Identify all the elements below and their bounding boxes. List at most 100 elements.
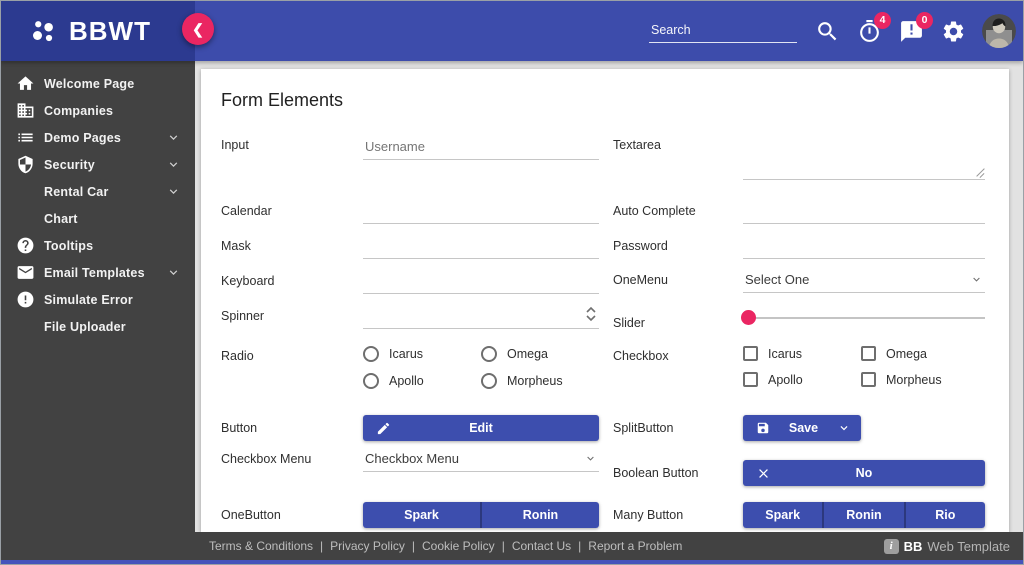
footer-brand: i BB Web Template <box>883 538 1010 554</box>
brand-area[interactable]: BBWT <box>1 1 195 61</box>
x-close-icon <box>759 468 768 478</box>
radio-option-apollo[interactable]: Apollo <box>363 373 481 389</box>
field-label: Auto Complete <box>613 204 696 218</box>
checkbox-option-omega[interactable]: Omega <box>861 346 979 361</box>
boolean-toggle-button[interactable]: No <box>743 460 985 486</box>
chevron-down-icon <box>169 162 178 167</box>
search-icon <box>818 21 837 40</box>
chevron-down-icon[interactable] <box>837 421 851 435</box>
radio-icon[interactable] <box>363 346 379 362</box>
field-slider: Slider <box>613 307 985 343</box>
sidebar-item-file-uploader[interactable]: File Uploader <box>1 313 195 340</box>
checkbox-icon[interactable] <box>743 346 758 361</box>
username-input[interactable] <box>363 138 599 160</box>
field-button: Button Edit <box>221 405 599 451</box>
onebutton-group: Spark Ronin <box>363 502 599 528</box>
sidebar-item-simulate-error[interactable]: Simulate Error <box>1 286 195 313</box>
blank-icon <box>16 317 35 336</box>
content-area: Form Elements Input Textarea <box>195 61 1023 532</box>
notifications-button[interactable]: 0 <box>898 11 933 45</box>
chevron-down-icon <box>169 189 178 194</box>
search-button[interactable] <box>814 18 841 45</box>
sidebar-item-tooltips[interactable]: Tooltips <box>1 232 195 259</box>
app-footer: Terms & Conditions | Privacy Policy | Cook… <box>1 532 1023 560</box>
password-input[interactable] <box>743 237 985 259</box>
field-label: SplitButton <box>613 421 674 435</box>
radio-icon[interactable] <box>363 373 379 389</box>
brand-name: BBWT <box>69 15 151 46</box>
header-toolbar: ❮ 4 0 <box>182 1 1023 61</box>
footer-link-contact[interactable]: Contact Us <box>511 539 572 553</box>
chevron-down-icon <box>587 456 594 461</box>
slider-knob[interactable] <box>741 310 756 325</box>
sidebar: Welcome Page Companies Demo Pages Securi… <box>1 61 195 532</box>
autocomplete-input[interactable] <box>743 202 985 224</box>
chevron-down-icon <box>169 135 178 140</box>
sidebar-item-chart[interactable]: Chart <box>1 205 195 232</box>
field-label: Slider <box>613 316 645 330</box>
onemenu-select[interactable]: Select One <box>743 272 985 293</box>
field-onemenu: OneMenu Select One <box>613 272 985 307</box>
radio-icon[interactable] <box>481 373 497 389</box>
manybutton-rio[interactable]: Rio <box>905 502 985 528</box>
footer-link-cookie[interactable]: Cookie Policy <box>421 539 495 553</box>
timer-icon <box>860 19 879 42</box>
sidebar-item-email-templates[interactable]: Email Templates <box>1 259 195 286</box>
checkbox-option-apollo[interactable]: Apollo <box>743 372 861 387</box>
sidebar-item-companies[interactable]: Companies <box>1 97 195 124</box>
spinner-input[interactable] <box>363 307 599 329</box>
checkbox-icon[interactable] <box>861 346 876 361</box>
field-splitbutton: SplitButton Save <box>613 405 985 451</box>
field-label: Textarea <box>613 138 661 152</box>
radio-option-icarus[interactable]: Icarus <box>363 346 481 362</box>
settings-button[interactable] <box>940 18 967 45</box>
sidebar-item-rental-car[interactable]: Rental Car <box>1 178 195 205</box>
envelope-icon <box>17 266 34 279</box>
radio-icon[interactable] <box>481 346 497 362</box>
calendar-input[interactable] <box>363 202 599 224</box>
help-icon <box>17 237 34 254</box>
bb-badge-icon: i <box>883 538 899 554</box>
shield-icon <box>18 155 33 174</box>
spinner-arrows-icon[interactable] <box>585 306 597 322</box>
blank-icon <box>16 182 35 201</box>
slider-track[interactable] <box>743 317 985 319</box>
radio-option-omega[interactable]: Omega <box>481 346 599 362</box>
mask-input[interactable] <box>363 237 599 259</box>
timer-badge: 4 <box>874 11 891 29</box>
save-split-button[interactable]: Save <box>743 415 861 441</box>
sidebar-item-security[interactable]: Security <box>1 151 195 178</box>
footer-link-report[interactable]: Report a Problem <box>588 539 683 553</box>
footer-link-terms[interactable]: Terms & Conditions <box>209 539 314 553</box>
footer-brand-bold: BB <box>903 538 923 554</box>
header-search <box>649 19 797 43</box>
app-header: BBWT ❮ 4 0 <box>1 1 1023 61</box>
checkbox-option-morpheus[interactable]: Morpheus <box>861 372 979 387</box>
edit-button[interactable]: Edit <box>363 415 599 441</box>
slider[interactable] <box>741 307 985 327</box>
floppy-save-icon <box>757 422 769 434</box>
checkbox-icon[interactable] <box>743 372 758 387</box>
onebutton-ronin[interactable]: Ronin <box>482 502 599 528</box>
radio-option-morpheus[interactable]: Morpheus <box>481 373 599 389</box>
manybutton-group: Spark Ronin Rio <box>743 502 985 528</box>
sidebar-collapse-button[interactable]: ❮ <box>182 13 214 45</box>
footer-link-privacy[interactable]: Privacy Policy <box>330 539 405 553</box>
search-input[interactable] <box>649 19 797 43</box>
sidebar-item-welcome-page[interactable]: Welcome Page <box>1 70 195 97</box>
checkbox-menu-select[interactable]: Checkbox Menu <box>363 451 599 472</box>
resize-handle-icon[interactable] <box>976 168 985 178</box>
body: Welcome Page Companies Demo Pages Securi… <box>1 61 1023 532</box>
textarea-input[interactable] <box>743 138 985 180</box>
onebutton-spark[interactable]: Spark <box>363 502 482 528</box>
keyboard-input[interactable] <box>363 272 599 294</box>
manybutton-spark[interactable]: Spark <box>743 502 825 528</box>
manybutton-ronin[interactable]: Ronin <box>824 502 906 528</box>
field-label: OneButton <box>221 508 281 522</box>
checkbox-icon[interactable] <box>861 372 876 387</box>
footer-brand-rest: Web Template <box>927 538 1010 554</box>
sidebar-item-demo-pages[interactable]: Demo Pages <box>1 124 195 151</box>
checkbox-option-icarus[interactable]: Icarus <box>743 346 861 361</box>
timer-button[interactable]: 4 <box>856 11 891 45</box>
user-avatar[interactable] <box>982 14 1016 48</box>
